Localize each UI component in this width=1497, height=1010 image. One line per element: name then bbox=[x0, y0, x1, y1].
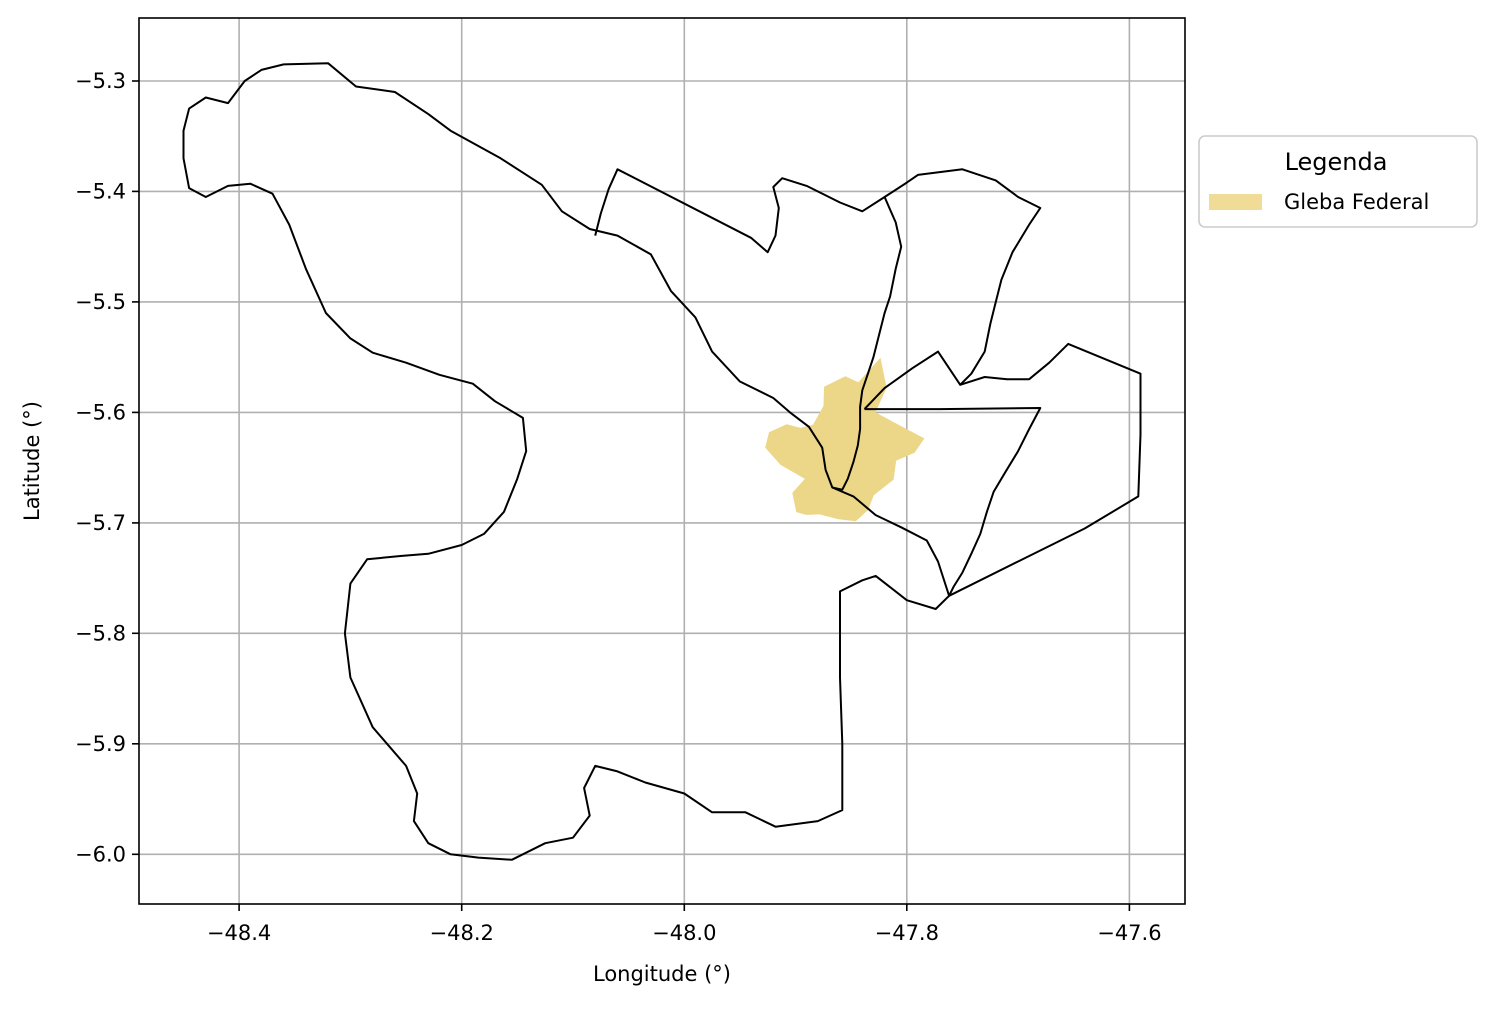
y-axis-title: Latitude (°) bbox=[20, 401, 44, 521]
y-tick-label: −6.0 bbox=[75, 842, 126, 866]
y-tick-label: −5.7 bbox=[75, 511, 126, 535]
municipality-boundary bbox=[832, 196, 903, 491]
y-tick-label: −5.5 bbox=[75, 290, 126, 314]
x-axis-title: Longitude (°) bbox=[593, 962, 731, 986]
x-tick-label: −48.0 bbox=[652, 921, 716, 945]
municipality-boundary bbox=[864, 407, 1042, 597]
y-tick-label: −5.6 bbox=[75, 400, 126, 424]
legend-box bbox=[1198, 135, 1478, 228]
gleba-federal-area bbox=[765, 357, 925, 522]
municipality-boundary bbox=[863, 342, 1142, 597]
axis-ticks: −48.4 −48.2 −48.0 −47.8 −47.6 −5.3 −5.4 −5.5 −5.… bbox=[75, 69, 1162, 945]
municipality-boundary bbox=[182, 62, 951, 861]
legend: Legenda Gleba Federal bbox=[1198, 135, 1478, 228]
y-tick-label: −5.9 bbox=[75, 732, 126, 756]
x-tick-label: −48.4 bbox=[207, 921, 271, 945]
x-tick-label: −47.6 bbox=[1097, 921, 1161, 945]
y-tick-label: −5.3 bbox=[75, 69, 126, 93]
legend-swatch-gleba-federal bbox=[1209, 194, 1262, 210]
x-tick-label: −47.8 bbox=[875, 921, 939, 945]
legend-title: Legenda bbox=[1285, 148, 1388, 176]
x-tick-label: −48.2 bbox=[430, 921, 494, 945]
y-tick-label: −5.4 bbox=[75, 179, 126, 203]
map-layer bbox=[182, 62, 1142, 861]
plot-frame bbox=[138, 17, 1186, 905]
grid-lines bbox=[139, 18, 1185, 904]
legend-label-gleba-federal: Gleba Federal bbox=[1284, 190, 1429, 214]
municipality-boundary bbox=[594, 168, 1042, 386]
y-tick-label: −5.8 bbox=[75, 621, 126, 645]
